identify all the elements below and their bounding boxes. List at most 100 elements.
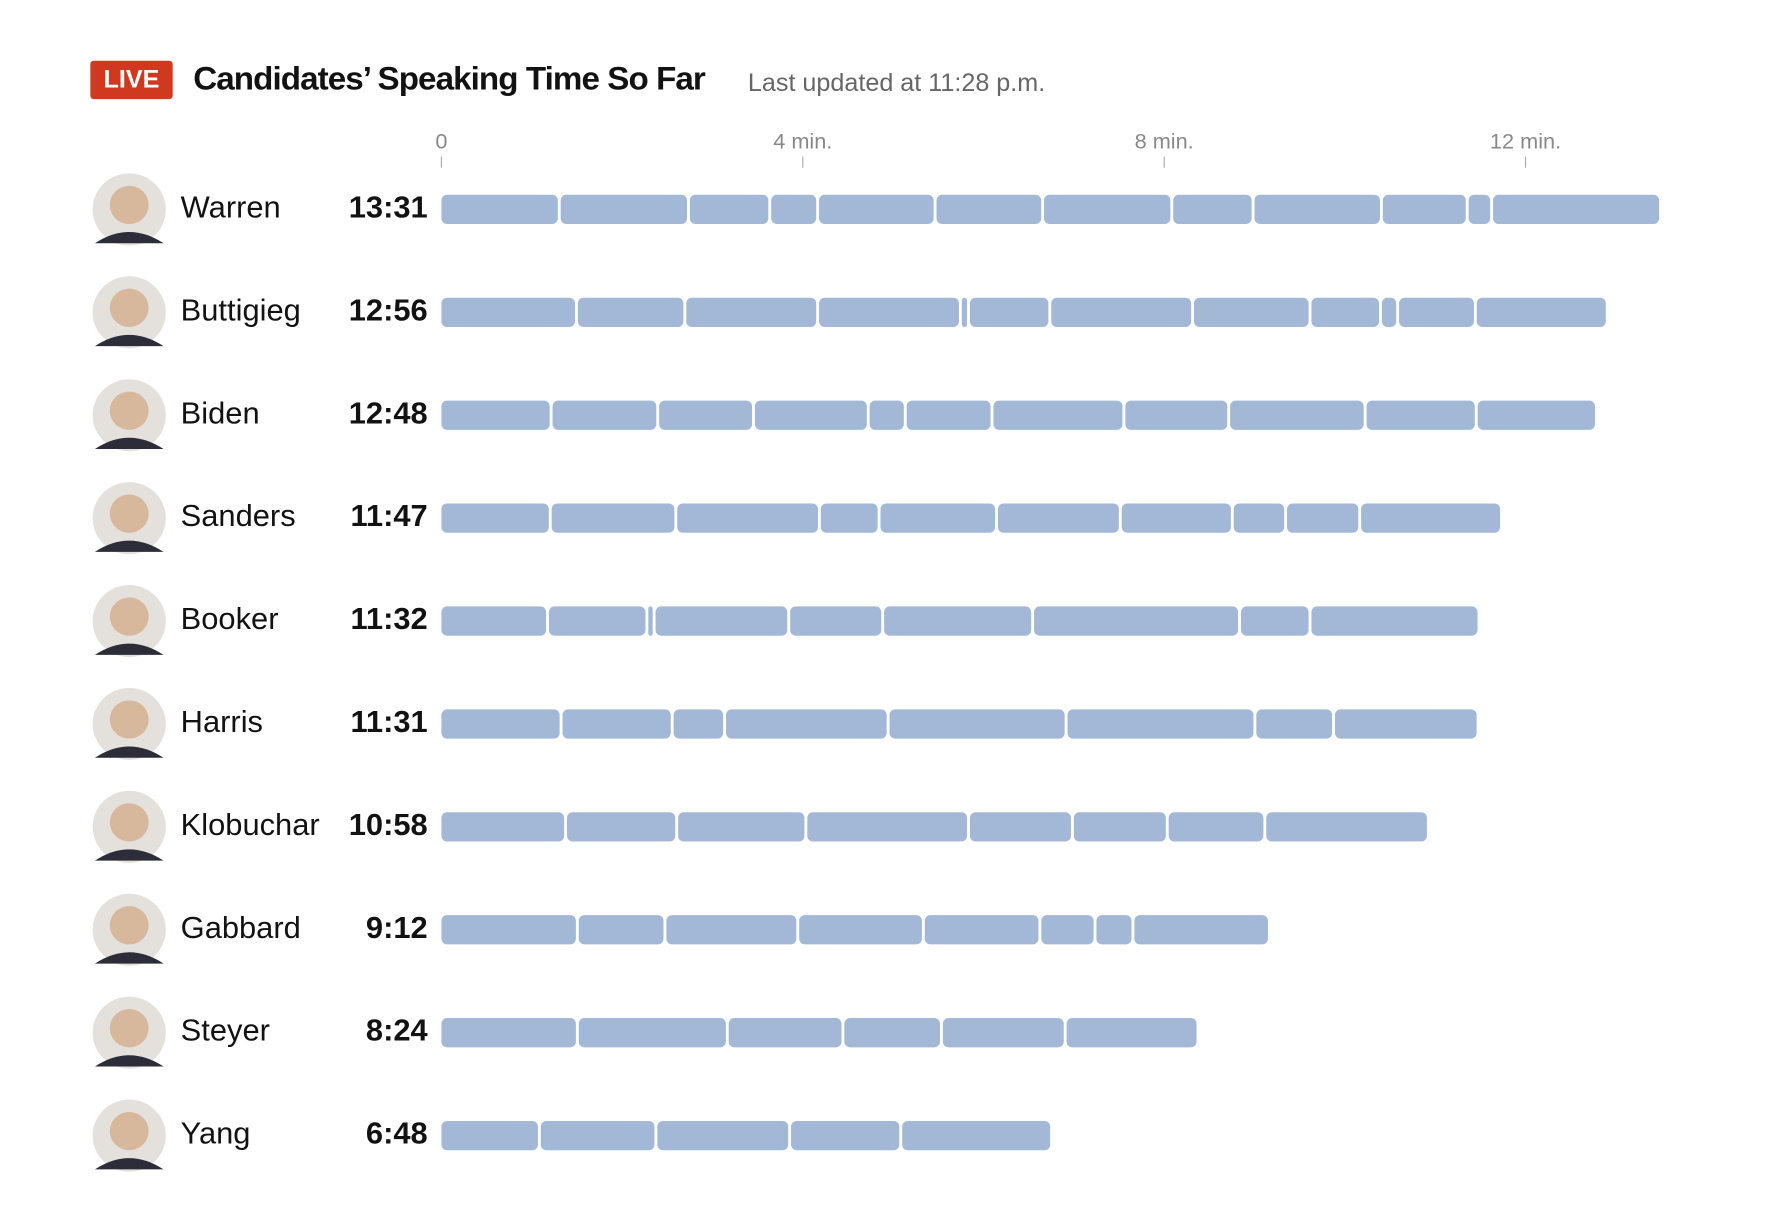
speaking-segment	[728, 1018, 842, 1048]
total-time: 11:47	[350, 499, 427, 533]
speaking-segment	[577, 297, 684, 327]
speaking-segment	[441, 503, 549, 533]
speaking-segment	[677, 503, 819, 533]
speaking-segment	[666, 915, 797, 945]
avatar-face	[109, 803, 149, 842]
live-badge-text: LIVE	[104, 66, 160, 94]
speaking-segment	[540, 1120, 655, 1151]
avatar-face	[109, 391, 149, 430]
avatar-face	[109, 494, 149, 533]
speaking-segment	[657, 1120, 789, 1151]
avatar-face	[109, 700, 149, 739]
speaking-segment	[1134, 915, 1268, 945]
candidate-name: Warren	[181, 191, 281, 225]
speaking-segment	[1366, 400, 1475, 430]
speaking-segment	[678, 812, 805, 842]
speaking-segment	[1361, 503, 1501, 533]
candidate-name: Steyer	[181, 1014, 270, 1048]
speaking-segment	[689, 194, 769, 225]
candidate-name: Klobuchar	[181, 808, 320, 842]
avatar-shoulders	[94, 746, 164, 758]
speaking-segment	[1233, 503, 1285, 533]
speaking-segment	[567, 812, 676, 842]
speaking-segment	[1173, 194, 1252, 225]
speaking-segment	[726, 709, 887, 739]
x-tick-label: 0	[435, 129, 447, 154]
speaking-segment	[1067, 709, 1254, 739]
speaking-segment	[969, 812, 1071, 842]
total-time: 6:48	[366, 1117, 428, 1151]
speaking-segment	[880, 503, 996, 533]
speaking-segment	[1477, 400, 1595, 430]
speaking-segment	[1381, 297, 1397, 327]
speaking-segment	[906, 400, 991, 430]
chart-subtitle: Last updated at 11:28 p.m.	[748, 69, 1045, 97]
speaking-segment	[578, 915, 664, 945]
total-time: 10:58	[349, 808, 428, 842]
speaking-segment	[1168, 812, 1264, 842]
speaking-segment	[1468, 194, 1491, 225]
speaking-segment	[659, 400, 753, 430]
avatar-shoulders	[94, 334, 164, 347]
total-time: 11:31	[350, 705, 427, 739]
total-time: 12:56	[349, 294, 428, 328]
speaking-segment	[844, 1018, 940, 1048]
speaking-segment	[441, 400, 550, 430]
avatar-shoulders	[94, 849, 164, 861]
speaking-segment	[441, 194, 558, 225]
speaking-segment	[924, 915, 1039, 945]
x-tick-label: 8 min.	[1135, 129, 1194, 154]
speaking-segment	[673, 709, 724, 739]
speaking-segment	[799, 915, 922, 945]
speaking-segment	[791, 1120, 900, 1151]
speaking-segment	[441, 1120, 538, 1151]
candidate-name: Gabbard	[181, 911, 301, 945]
speaking-segment	[819, 297, 959, 327]
speaking-segment	[961, 297, 968, 327]
candidate-name: Sanders	[181, 499, 296, 533]
speaking-segment	[1256, 709, 1333, 739]
speaking-segment	[648, 606, 653, 636]
avatar-shoulders	[94, 1158, 164, 1170]
speaking-segment	[993, 400, 1123, 430]
speaking-segment	[902, 1120, 1051, 1151]
avatar-shoulders	[94, 540, 164, 552]
speaking-segment	[819, 194, 934, 225]
speaking-segment	[441, 606, 547, 636]
speaking-segment	[1051, 297, 1192, 327]
speaking-segment	[1311, 297, 1380, 327]
avatar-shoulders	[94, 231, 164, 244]
speaking-segment	[1193, 297, 1309, 327]
speaking-segment	[1287, 503, 1359, 533]
x-tick-label: 4 min.	[773, 129, 832, 154]
speaking-segment	[997, 503, 1119, 533]
speaking-segment	[790, 606, 882, 636]
speaking-segment	[754, 400, 867, 430]
speaking-segment	[1476, 297, 1606, 327]
speaking-segment	[1254, 194, 1380, 225]
avatar-shoulders	[94, 1055, 164, 1067]
speaking-segment	[655, 606, 788, 636]
speaking-segment	[1493, 194, 1660, 225]
speaking-segment	[771, 194, 817, 225]
speaking-segment	[1125, 400, 1228, 430]
speaking-segment	[969, 297, 1049, 327]
speaking-segment	[820, 503, 878, 533]
speaking-segment	[1334, 709, 1477, 739]
avatar-face	[109, 597, 149, 636]
speaking-segment	[441, 812, 565, 842]
speaking-segment	[1096, 915, 1132, 945]
speaking-segment	[551, 503, 675, 533]
speaking-segment	[441, 297, 575, 327]
speaking-segment	[1034, 606, 1239, 636]
speaking-segment	[441, 709, 560, 739]
speaking-segment	[686, 297, 817, 327]
speaking-segment	[807, 812, 968, 842]
avatar-shoulders	[94, 643, 164, 655]
candidate-name: Buttigieg	[181, 294, 301, 328]
candidate-name: Booker	[181, 602, 279, 636]
speaking-segment	[884, 606, 1032, 636]
total-time: 9:12	[366, 911, 428, 945]
